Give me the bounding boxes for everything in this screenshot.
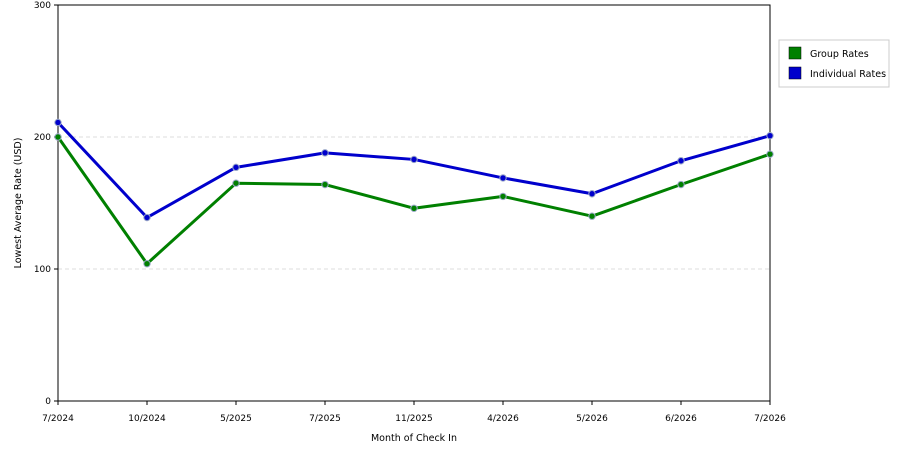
series-point-0 [677, 180, 685, 189]
series-point-0 [321, 180, 329, 189]
x-tick-label: 6/2026 [665, 414, 697, 424]
x-tick-label: 5/2026 [576, 414, 608, 424]
axes [54, 4, 771, 405]
y-tick-label: 200 [34, 133, 51, 143]
x-tick-label: 7/2025 [309, 414, 341, 424]
series-point-0 [232, 179, 240, 187]
series-point-1 [143, 213, 151, 222]
series-point-1 [677, 157, 685, 165]
legend-swatch-group [788, 46, 802, 60]
y-tick-label: 300 [34, 1, 51, 11]
series-point-0 [766, 150, 774, 158]
x-tick-label: 7/2026 [754, 414, 786, 424]
series-point-0 [54, 133, 62, 141]
series-point-0 [410, 204, 418, 212]
legend-label-group: Group Rates [810, 49, 869, 60]
series-point-0 [499, 192, 507, 201]
legend: Group Rates Individual Rates [778, 39, 890, 88]
series-point-1 [321, 149, 329, 157]
series-point-0 [588, 212, 596, 220]
x-tick-label: 10/2024 [128, 414, 166, 424]
x-tick-label: 5/2025 [220, 414, 252, 424]
y-axis-title: Lowest Average Rate (USD) [13, 138, 24, 269]
series-point-1 [410, 155, 418, 164]
y-tick-label: 100 [34, 265, 51, 275]
x-tick-label: 11/2025 [395, 414, 432, 424]
tick-labels: 0 100 200 300 7/2024 10/2024 5/2025 7/2025 11/20… [34, 1, 786, 424]
series-point-1 [588, 190, 596, 198]
x-axis-title: Month of Check In [371, 433, 457, 444]
legend-label-individual: Individual Rates [810, 69, 886, 80]
series-point-1 [54, 118, 62, 127]
series-point-1 [232, 163, 240, 172]
series-point-1 [766, 131, 774, 140]
x-tick-label: 4/2026 [487, 414, 519, 424]
legend-swatch-individual [788, 66, 802, 80]
x-tick-label: 7/2024 [42, 414, 74, 424]
series-lines [54, 118, 774, 268]
plot-border [57, 4, 771, 402]
series-point-1 [499, 174, 507, 182]
y-tick-label: 0 [45, 397, 51, 407]
series-point-0 [143, 260, 151, 268]
